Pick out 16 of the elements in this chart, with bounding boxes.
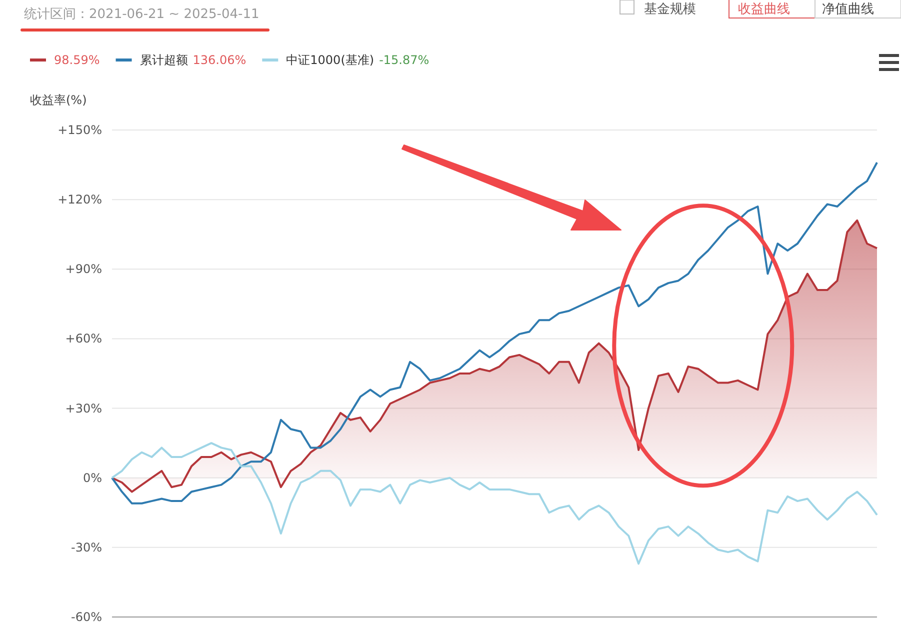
text: 98.59% bbox=[54, 53, 100, 67]
legend-label: 累计超额 bbox=[140, 53, 188, 67]
y-axis-title: 收益率(%) bbox=[30, 93, 87, 107]
y-tick-label: +30% bbox=[65, 401, 102, 416]
text: 136.06% bbox=[192, 53, 246, 67]
y-tick-label: +60% bbox=[65, 332, 102, 346]
y-tick-label: +120% bbox=[58, 192, 102, 207]
y-tick-label: -30% bbox=[70, 540, 102, 554]
chart-title: 统计区间：2021-06-21 ~ 2025-04-11 bbox=[24, 7, 260, 22]
y-tick-label: +150% bbox=[58, 123, 102, 137]
controls: 基金规模 收益曲线 净值曲线 bbox=[620, 0, 901, 18]
y-tick-label: -60% bbox=[70, 610, 102, 624]
legend-label: 中证1000(基准) bbox=[286, 53, 374, 67]
text: -15.87% bbox=[379, 53, 430, 67]
y-tick-label: +90% bbox=[65, 262, 102, 276]
y-tick-label: 0% bbox=[82, 470, 102, 485]
